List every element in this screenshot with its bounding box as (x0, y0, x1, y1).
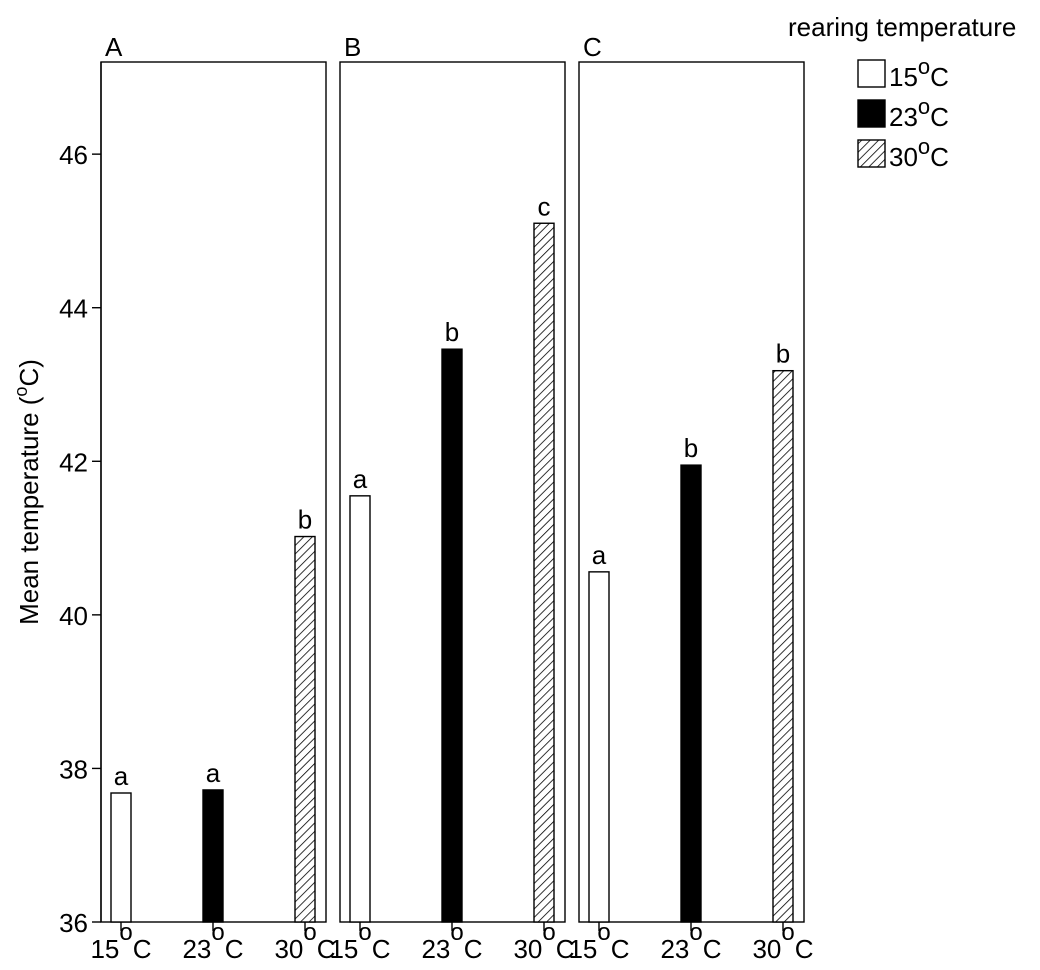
bar-b-23 (441, 348, 463, 923)
x-tick-label: 15oC (90, 919, 151, 964)
legend-label: 15oC (889, 54, 949, 92)
y-tick-label: 40 (59, 601, 88, 631)
y-tick-label: 38 (59, 754, 88, 784)
legend-entry: 23oC (857, 94, 949, 132)
significance-letter: c (538, 191, 551, 221)
legend-entry: 15oC (857, 54, 949, 92)
bar-c-15 (588, 571, 610, 923)
x-tick-label: 15oC (329, 919, 390, 964)
x-tick-label: 23oC (421, 919, 482, 964)
panel-a: Aa 15oC a 23oC b 30oC (90, 32, 335, 964)
legend-swatch (857, 59, 886, 88)
significance-letter: a (114, 761, 129, 791)
bar-a-15 (110, 792, 132, 923)
x-tick-label: 30oC (752, 919, 813, 964)
bar-b-30 (533, 222, 555, 923)
bar-c-23 (680, 464, 702, 923)
x-tick-label: 23oC (182, 919, 243, 964)
y-axis-label: Mean temperature (oC) (11, 359, 44, 625)
legend-swatch (857, 99, 886, 128)
significance-letter: b (684, 433, 698, 463)
legend-swatch (857, 139, 886, 168)
significance-letter: b (776, 339, 790, 369)
legend-title: rearing temperature (788, 12, 1016, 42)
bar-c-30 (772, 369, 794, 923)
legend-label: 30oC (889, 134, 949, 172)
significance-letter: a (592, 540, 607, 570)
y-tick-label: 36 (59, 908, 88, 938)
y-tick-label: 42 (59, 447, 88, 477)
significance-letter: b (445, 317, 459, 347)
panel-c: Ca 15oC b 23oC b 30oC (568, 32, 813, 964)
bar-b-15 (349, 495, 371, 923)
bar-a-23 (202, 789, 224, 923)
y-tick-label: 46 (59, 140, 88, 170)
x-tick-label: 30oC (274, 919, 335, 964)
panel-label: A (105, 32, 123, 62)
significance-letter: a (206, 758, 221, 788)
x-tick-label: 30oC (513, 919, 574, 964)
panel-label: C (583, 32, 602, 62)
x-tick-label: 23oC (660, 919, 721, 964)
panel-b: Ba 15oC b 23oC c 30oC (329, 32, 574, 964)
x-tick-label: 15oC (568, 919, 629, 964)
panel-label: B (344, 32, 361, 62)
legend-label: 23oC (889, 94, 949, 132)
y-tick-label: 44 (59, 294, 88, 324)
significance-letter: a (353, 464, 368, 494)
bar-a-30 (294, 535, 316, 923)
legend-entry: 30oC (857, 134, 949, 172)
significance-letter: b (298, 505, 312, 535)
